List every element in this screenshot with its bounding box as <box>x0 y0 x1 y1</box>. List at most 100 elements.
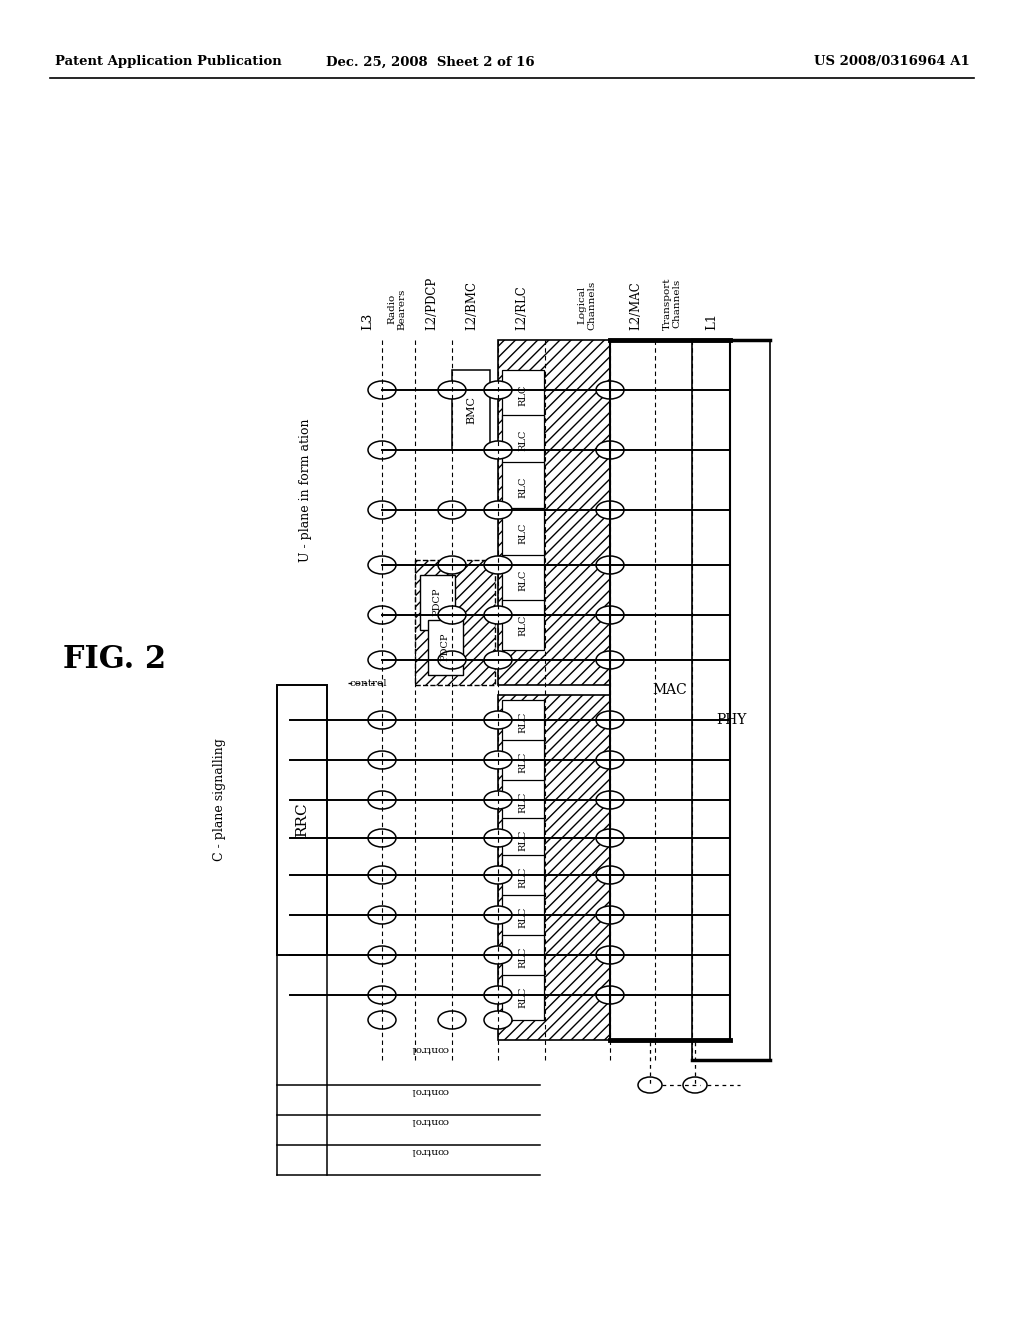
Text: control: control <box>412 1115 449 1125</box>
Ellipse shape <box>484 556 512 574</box>
Text: BMC: BMC <box>466 396 476 424</box>
Ellipse shape <box>596 556 624 574</box>
Text: PDCP: PDCP <box>432 587 441 616</box>
Text: L2/BMC: L2/BMC <box>466 281 478 330</box>
Ellipse shape <box>368 441 396 459</box>
Text: L2/MAC: L2/MAC <box>630 281 642 330</box>
Text: RLC: RLC <box>518 829 527 850</box>
Ellipse shape <box>368 906 396 924</box>
Text: RLC: RLC <box>518 791 527 813</box>
Ellipse shape <box>596 441 624 459</box>
Text: RLC: RLC <box>518 946 527 968</box>
Ellipse shape <box>638 1077 662 1093</box>
Ellipse shape <box>368 946 396 964</box>
Ellipse shape <box>368 711 396 729</box>
Text: FIG. 2: FIG. 2 <box>63 644 167 676</box>
Text: Transport
Channels: Transport Channels <box>663 277 681 330</box>
Text: Radio
Bearers: Radio Bearers <box>388 289 407 330</box>
Ellipse shape <box>368 606 396 624</box>
Text: RLC: RLC <box>518 477 527 498</box>
Text: Logical
Channels: Logical Channels <box>578 281 596 330</box>
Text: L2/PDCP: L2/PDCP <box>426 277 438 330</box>
Ellipse shape <box>596 502 624 519</box>
Ellipse shape <box>484 502 512 519</box>
Text: RLC: RLC <box>518 986 527 1007</box>
Ellipse shape <box>596 946 624 964</box>
Text: L1: L1 <box>706 313 719 330</box>
Text: PDCP: PDCP <box>440 632 450 661</box>
Ellipse shape <box>484 866 512 884</box>
Text: L2/RLC: L2/RLC <box>515 285 528 330</box>
Text: RLC: RLC <box>518 523 527 544</box>
Text: RLC: RLC <box>518 751 527 772</box>
Bar <box>502 855 544 900</box>
Ellipse shape <box>484 829 512 847</box>
Ellipse shape <box>596 651 624 669</box>
Text: RRC: RRC <box>295 803 309 837</box>
Ellipse shape <box>596 606 624 624</box>
Ellipse shape <box>484 791 512 809</box>
Bar <box>502 780 544 825</box>
Text: PHY: PHY <box>716 713 746 727</box>
Bar <box>502 700 544 744</box>
Ellipse shape <box>438 502 466 519</box>
Text: RLC: RLC <box>518 429 527 450</box>
Bar <box>502 895 544 940</box>
Bar <box>428 620 463 675</box>
Bar <box>502 370 544 420</box>
Ellipse shape <box>596 986 624 1005</box>
Ellipse shape <box>596 791 624 809</box>
Text: RLC: RLC <box>518 384 527 405</box>
Ellipse shape <box>438 606 466 624</box>
Ellipse shape <box>484 986 512 1005</box>
Ellipse shape <box>438 651 466 669</box>
Ellipse shape <box>484 906 512 924</box>
Text: Dec. 25, 2008  Sheet 2 of 16: Dec. 25, 2008 Sheet 2 of 16 <box>326 55 535 69</box>
Ellipse shape <box>683 1077 707 1093</box>
Ellipse shape <box>368 1011 396 1030</box>
Text: RLC: RLC <box>518 866 527 887</box>
Ellipse shape <box>484 711 512 729</box>
Bar <box>502 601 544 649</box>
Ellipse shape <box>596 866 624 884</box>
Ellipse shape <box>368 791 396 809</box>
Ellipse shape <box>596 829 624 847</box>
Bar <box>498 696 610 1040</box>
Bar <box>502 935 544 979</box>
Bar <box>420 576 455 630</box>
Ellipse shape <box>368 986 396 1005</box>
Text: MAC: MAC <box>652 682 687 697</box>
Ellipse shape <box>368 651 396 669</box>
Text: RLC: RLC <box>518 907 527 928</box>
Bar <box>415 560 495 685</box>
Ellipse shape <box>484 946 512 964</box>
Text: control: control <box>412 1085 449 1094</box>
Ellipse shape <box>368 866 396 884</box>
Ellipse shape <box>368 751 396 770</box>
Text: RLC: RLC <box>518 614 527 636</box>
Text: RLC: RLC <box>518 711 527 733</box>
Ellipse shape <box>484 441 512 459</box>
Ellipse shape <box>368 381 396 399</box>
Ellipse shape <box>484 606 512 624</box>
Ellipse shape <box>484 651 512 669</box>
Ellipse shape <box>596 906 624 924</box>
Ellipse shape <box>484 751 512 770</box>
Bar <box>278 685 327 954</box>
Bar <box>502 554 544 605</box>
Text: L3: L3 <box>361 313 375 330</box>
Ellipse shape <box>438 381 466 399</box>
Bar <box>502 741 544 785</box>
Ellipse shape <box>484 381 512 399</box>
Bar <box>502 414 544 465</box>
Text: control: control <box>412 1146 449 1155</box>
Bar <box>498 341 610 685</box>
Ellipse shape <box>596 381 624 399</box>
Text: US 2008/0316964 A1: US 2008/0316964 A1 <box>814 55 970 69</box>
Ellipse shape <box>438 556 466 574</box>
Text: control: control <box>349 678 387 688</box>
Bar <box>502 975 544 1020</box>
Bar <box>502 818 544 863</box>
Ellipse shape <box>596 711 624 729</box>
Bar <box>502 462 544 512</box>
